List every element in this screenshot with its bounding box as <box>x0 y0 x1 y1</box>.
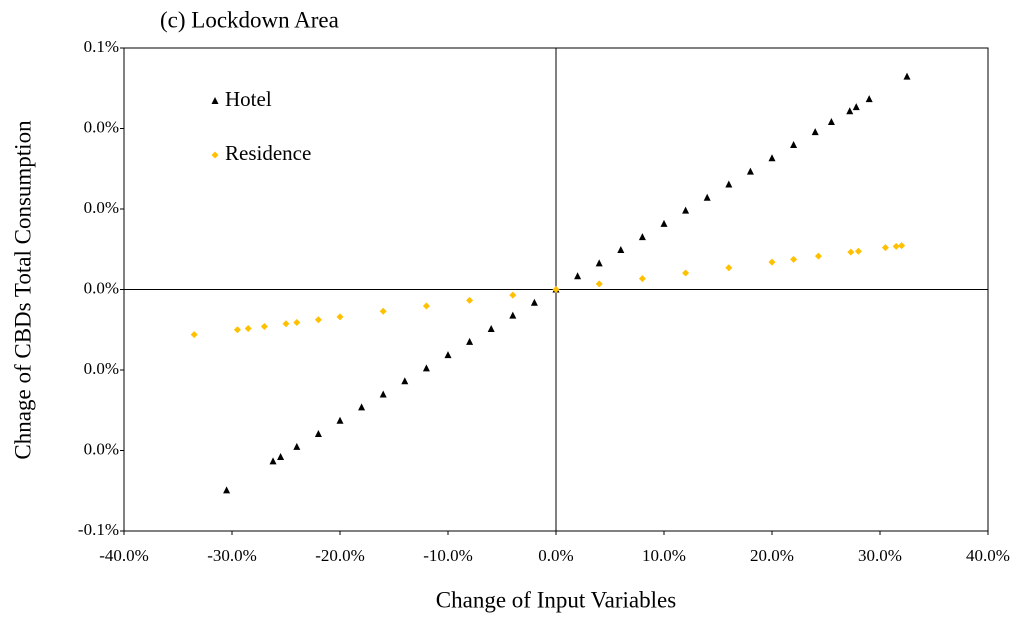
point <box>814 252 822 260</box>
point <box>725 264 733 272</box>
point <box>595 259 603 267</box>
point <box>827 118 835 126</box>
point <box>847 248 855 256</box>
point <box>277 452 285 460</box>
legend-label: Hotel <box>225 87 272 111</box>
point <box>314 316 322 324</box>
x-tick-label: 0.0% <box>538 546 573 565</box>
point <box>293 319 301 327</box>
point <box>530 298 538 306</box>
point <box>903 72 911 80</box>
y-axis-label: Chnage of CBDs Total Consumption <box>10 120 35 460</box>
point <box>768 154 776 162</box>
point <box>790 141 798 149</box>
point <box>260 323 268 331</box>
y-tick-label: 0.0% <box>84 359 119 378</box>
x-tick-label: -10.0% <box>423 546 473 565</box>
x-tick-label: 10.0% <box>642 546 686 565</box>
point <box>269 457 277 465</box>
y-tick-label: 0.0% <box>84 439 119 458</box>
x-axis-label: Change of Input Variables <box>436 587 676 612</box>
point <box>617 246 625 254</box>
point <box>854 247 862 255</box>
y-tick-label: -0.1% <box>78 520 119 539</box>
point <box>293 442 301 450</box>
point <box>660 219 668 227</box>
point <box>746 167 754 175</box>
point <box>892 242 900 250</box>
point <box>881 244 889 252</box>
point <box>768 258 776 266</box>
point <box>865 95 873 103</box>
point <box>898 242 906 250</box>
point <box>811 128 819 136</box>
point <box>379 307 387 315</box>
point <box>846 107 854 115</box>
x-tick-label: 40.0% <box>966 546 1010 565</box>
point <box>444 351 452 359</box>
point <box>422 364 430 372</box>
legend-label: Residence <box>225 141 311 165</box>
point <box>725 180 733 188</box>
point <box>314 429 322 437</box>
point <box>852 103 860 111</box>
point <box>466 296 474 304</box>
legend-marker <box>211 151 219 159</box>
y-tick-label: 0.0% <box>84 278 119 297</box>
point <box>233 326 241 334</box>
y-tick-label: 0.0% <box>84 198 119 217</box>
x-tick-label: -30.0% <box>207 546 257 565</box>
point <box>190 331 198 339</box>
point <box>223 486 231 494</box>
y-tick-label: 0.1% <box>84 37 119 56</box>
point <box>552 286 560 293</box>
point <box>595 280 603 288</box>
point <box>336 313 344 321</box>
x-tick-label: 20.0% <box>750 546 794 565</box>
point <box>466 337 474 345</box>
point <box>703 193 711 201</box>
x-tick-label: -20.0% <box>315 546 365 565</box>
y-tick-label: 0.0% <box>84 117 119 136</box>
point <box>358 403 366 411</box>
point <box>401 377 409 385</box>
point <box>638 275 646 283</box>
point <box>282 320 290 328</box>
point <box>509 291 517 299</box>
point <box>487 324 495 332</box>
point <box>574 272 582 280</box>
point <box>336 416 344 424</box>
x-tick-label: -40.0% <box>99 546 149 565</box>
legend-marker <box>211 97 219 104</box>
point <box>638 233 646 241</box>
point <box>379 390 387 398</box>
point <box>790 255 798 263</box>
point <box>682 269 690 277</box>
chart-title: (c) Lockdown Area <box>160 7 339 32</box>
point <box>422 302 430 310</box>
point <box>244 325 252 333</box>
point <box>509 311 517 319</box>
point <box>682 206 690 214</box>
x-tick-label: 30.0% <box>858 546 902 565</box>
